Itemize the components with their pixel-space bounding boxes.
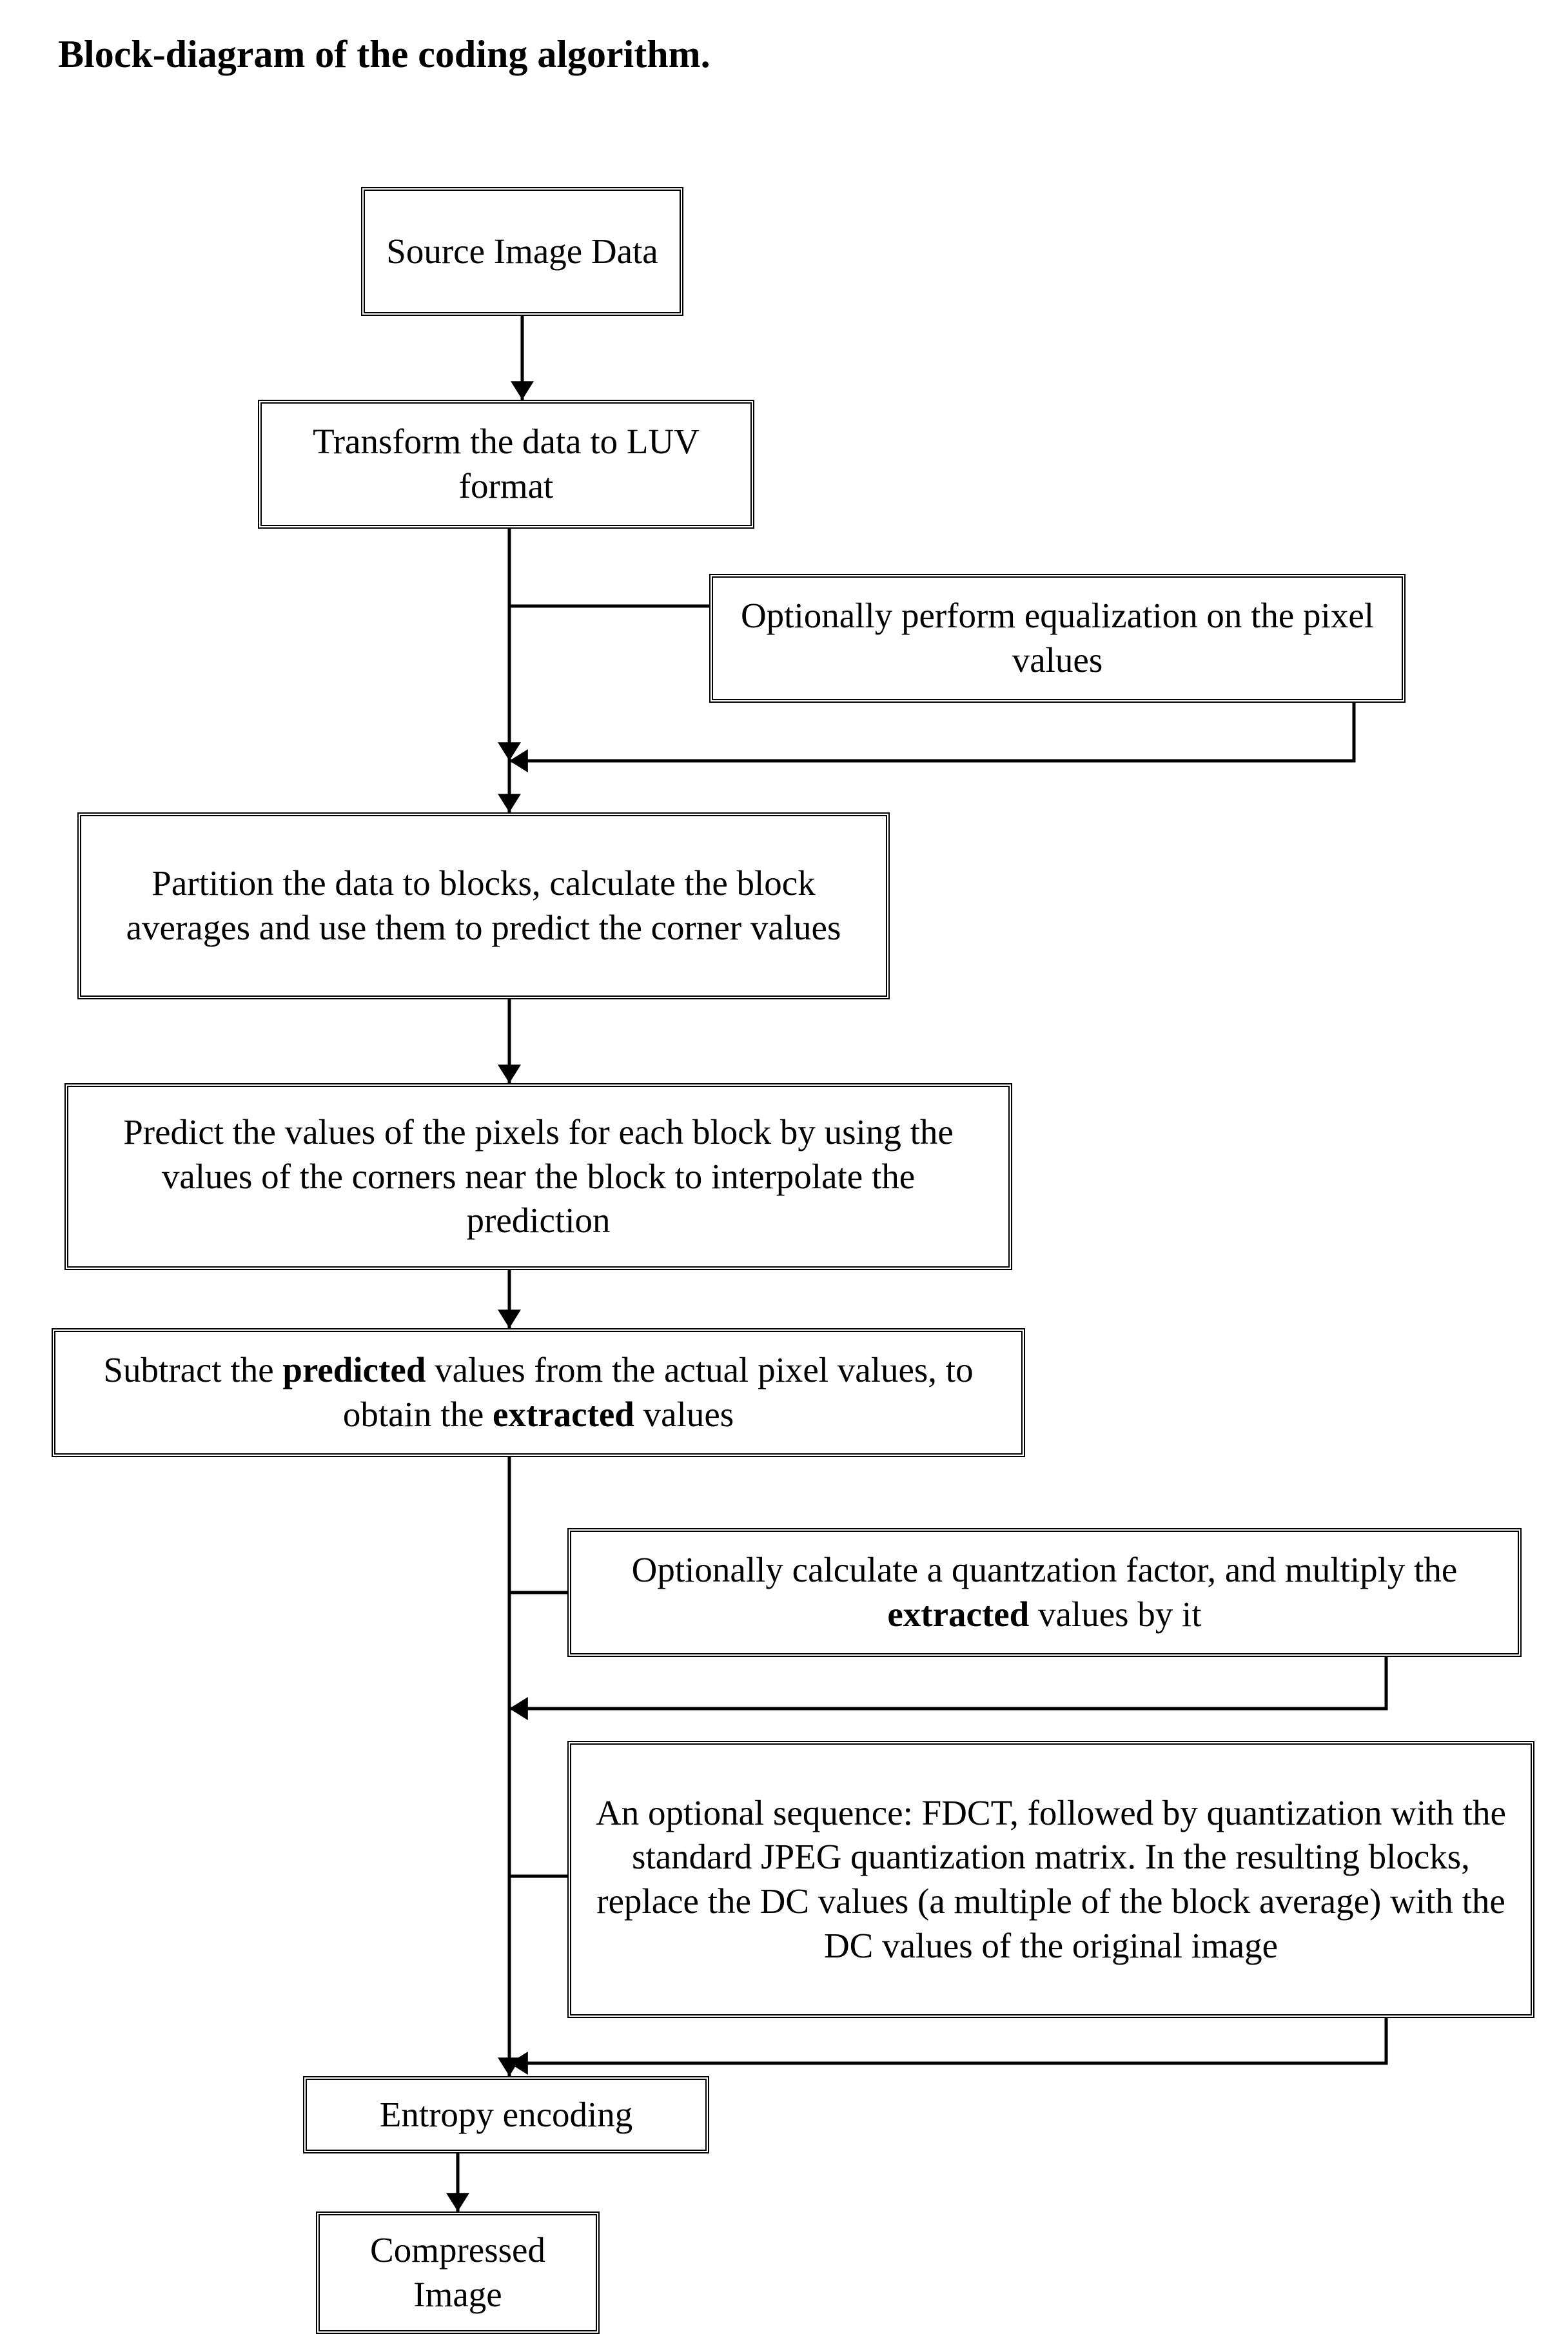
- node-quant-factor-label: Optionally calculate a quantzation facto…: [589, 1548, 1500, 1637]
- node-compressed: Compressed Image: [316, 2211, 600, 2334]
- e-partition-predict-arrowhead: [498, 1064, 521, 1083]
- node-fdct: An optional sequence: FDCT, followed by …: [567, 1741, 1534, 2018]
- node-entropy-label: Entropy encoding: [325, 2093, 687, 2137]
- e-predict-subtract-arrowhead: [498, 1309, 521, 1328]
- node-predict: Predict the values of the pixels for eac…: [64, 1083, 1012, 1270]
- e-source-luv-arrowhead: [511, 381, 534, 400]
- node-partition: Partition the data to blocks, calculate …: [77, 812, 890, 999]
- e-equalize-rejoin-arrowhead: [509, 749, 528, 772]
- e-quant-rejoin: [509, 1657, 1386, 1709]
- node-compressed-label: Compressed Image: [338, 2228, 578, 2317]
- node-source-image: Source Image Data: [361, 187, 683, 316]
- node-partition-label: Partition the data to blocks, calculate …: [99, 861, 868, 950]
- node-source-image-label: Source Image Data: [383, 230, 662, 274]
- node-transform-luv-label: Transform the data to LUV format: [280, 420, 732, 509]
- node-subtract: Subtract the predicted values from the a…: [52, 1328, 1025, 1457]
- e-subtract-down-arrowhead: [498, 2057, 521, 2076]
- e-fdct-rejoin-arrowhead: [509, 2052, 528, 2075]
- node-quant-factor: Optionally calculate a quantzation facto…: [567, 1528, 1522, 1657]
- node-equalization-label: Optionally perform equalization on the p…: [731, 594, 1384, 683]
- e-entropy-compressed-arrowhead: [446, 2193, 469, 2211]
- node-predict-label: Predict the values of the pixels for eac…: [86, 1110, 990, 1243]
- e-quant-rejoin-arrowhead: [509, 1697, 528, 1720]
- e-merge1-partition-arrowhead: [498, 794, 521, 812]
- e-fdct-rejoin: [509, 2018, 1386, 2063]
- node-transform-luv: Transform the data to LUV format: [258, 400, 754, 529]
- e-equalize-rejoin: [509, 703, 1354, 761]
- node-entropy: Entropy encoding: [303, 2076, 709, 2153]
- diagram-title: Block-diagram of the coding algorithm.: [58, 32, 710, 77]
- node-fdct-label: An optional sequence: FDCT, followed by …: [589, 1791, 1513, 1968]
- node-subtract-label: Subtract the predicted values from the a…: [74, 1348, 1003, 1437]
- node-equalization: Optionally perform equalization on the p…: [709, 574, 1406, 703]
- e-luv-down-arrowhead: [498, 742, 521, 761]
